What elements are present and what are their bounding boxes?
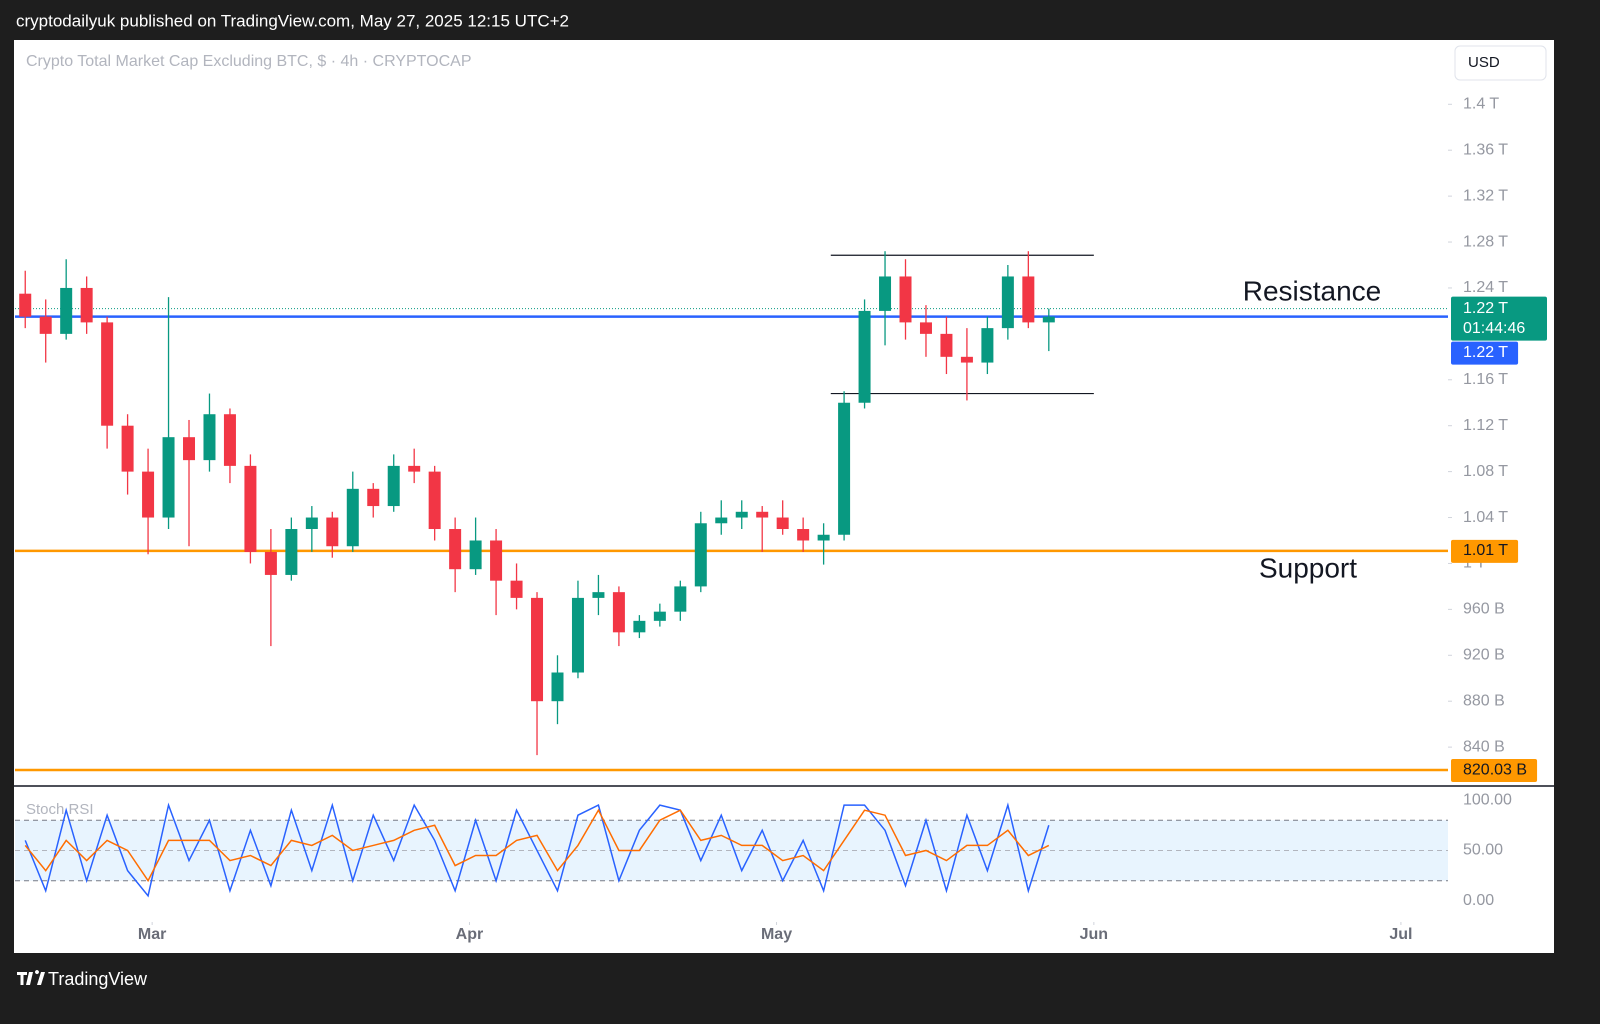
candle-body: [101, 322, 114, 426]
candle-body: [408, 465, 421, 472]
level-label: 1.22 T: [1463, 344, 1508, 361]
stoch-tick-label: 100.00: [1463, 791, 1512, 808]
stoch-title: Stoch RSI: [26, 801, 94, 818]
candle-body: [899, 276, 912, 323]
candle-body: [469, 540, 482, 570]
candle-body: [694, 523, 707, 587]
level-box: [1451, 539, 1519, 563]
y-tick-label: 1.24 T: [1463, 279, 1508, 296]
annotation: Support: [1259, 552, 1357, 583]
candle-body: [223, 414, 236, 466]
level-label: 1.01 T: [1463, 542, 1508, 559]
y-tick-label: 840 B: [1463, 738, 1505, 755]
candle-body: [510, 580, 523, 598]
x-tick-label: Apr: [456, 926, 484, 943]
candle-body: [183, 437, 196, 461]
candle-body: [449, 529, 462, 570]
candle-body: [756, 511, 769, 518]
last-price-box: [1451, 296, 1547, 341]
y-tick-label: 1.28 T: [1463, 233, 1508, 250]
y-tick-label: 1.04 T: [1463, 509, 1508, 526]
candle-body: [80, 287, 93, 323]
stoch-line: [24, 802, 1050, 898]
candle-body: [960, 356, 973, 363]
last-price-label: 1.22 T: [1463, 300, 1508, 317]
candle-body: [797, 529, 810, 541]
candle-body: [633, 620, 646, 633]
candle-body: [19, 293, 32, 317]
y-tick-label: 1.4 T: [1463, 96, 1499, 113]
candle-body: [735, 511, 748, 518]
candle-body: [715, 517, 728, 524]
candle-body: [612, 592, 625, 633]
candle-body: [879, 276, 892, 311]
header: cryptodailyuk published on TradingView.c…: [16, 11, 569, 30]
candle-body: [1022, 276, 1035, 323]
candle-body: [981, 328, 994, 363]
candle-body: [858, 310, 871, 403]
x-tick-label: Jun: [1080, 926, 1108, 943]
y-tick-label: 1.32 T: [1463, 187, 1508, 204]
stoch-line: [24, 808, 1050, 883]
annotation: Resistance: [1243, 275, 1382, 306]
y-tick-label: 1.08 T: [1463, 463, 1508, 480]
candle-body: [1042, 316, 1055, 323]
candle-body: [428, 471, 441, 530]
x-tick-label: Mar: [138, 926, 166, 943]
y-tick-label: 1.16 T: [1463, 371, 1508, 388]
level-label: 820.03 B: [1463, 761, 1527, 778]
candle-body: [285, 529, 298, 575]
y-tick-label: 1.12 T: [1463, 417, 1508, 434]
candle-body: [940, 333, 953, 357]
candle-body: [919, 322, 932, 334]
candle-body: [817, 534, 830, 541]
candle-body: [531, 597, 544, 702]
candle-body: [142, 471, 155, 518]
candle-body: [838, 402, 851, 535]
currency-button[interactable]: [1454, 45, 1547, 81]
candle-body: [244, 465, 257, 552]
y-tick-label: 1.36 T: [1463, 141, 1508, 158]
footer: TradingView: [48, 969, 148, 989]
y-tick-label: 960 B: [1463, 601, 1505, 618]
tv-logo: [17, 970, 45, 985]
chart-panel: [14, 40, 1554, 953]
candle-body: [367, 488, 380, 507]
candle-body: [1001, 276, 1014, 329]
stoch-tick-label: 50.00: [1463, 842, 1503, 859]
candle-body: [490, 540, 503, 581]
x-tick-label: Jul: [1389, 926, 1412, 943]
candle-body: [571, 597, 584, 673]
candle-body: [551, 672, 564, 702]
stoch-tick-label: 0.00: [1463, 892, 1494, 909]
candle-body: [121, 425, 134, 472]
currency-label[interactable]: USD: [1468, 54, 1500, 71]
y-tick-label: 920 B: [1463, 647, 1505, 664]
candle-body: [203, 414, 216, 461]
candle-body: [776, 517, 789, 530]
y-tick-label: 880 B: [1463, 692, 1505, 709]
candle-body: [592, 592, 605, 598]
countdown-label: 01:44:46: [1463, 320, 1525, 337]
level-box: [1451, 341, 1519, 365]
chart-title: Crypto Total Market Cap Excluding BTC, $…: [26, 53, 472, 70]
candle-body: [305, 517, 318, 530]
candle-body: [387, 465, 400, 507]
x-tick-label: May: [761, 926, 792, 943]
candle-body: [674, 586, 687, 612]
level-box: [1451, 759, 1538, 783]
candle-body: [326, 517, 339, 547]
candle-body: [60, 287, 73, 334]
candle-body: [39, 316, 52, 334]
candle-body: [653, 611, 666, 621]
candle-body: [346, 488, 359, 547]
candle-body: [162, 437, 175, 518]
candle-body: [264, 551, 277, 575]
